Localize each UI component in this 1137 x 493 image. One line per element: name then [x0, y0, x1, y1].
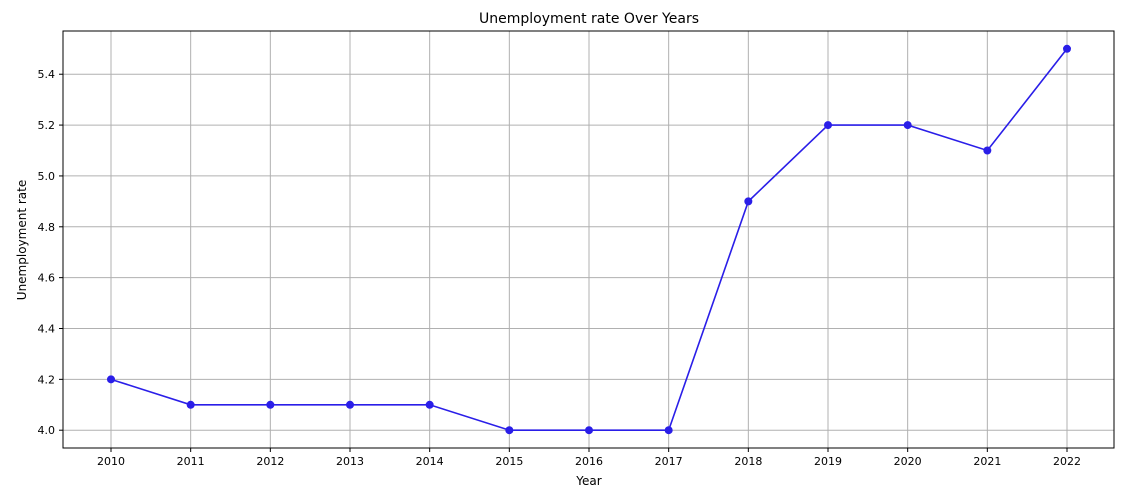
axis-ticks: 2010 2011 2012 2013 2014 2015 2016 2017 2018 2019… [38, 68, 1082, 468]
y-tick-label: 5.2 [38, 119, 56, 132]
y-tick-label: 4.8 [38, 221, 56, 234]
x-tick-label: 2014 [416, 455, 444, 468]
data-point-marker [346, 400, 354, 409]
series-layer [107, 44, 1071, 435]
chart-title: Unemployment rate Over Years [479, 11, 699, 27]
data-point-marker [107, 375, 115, 384]
x-tick-label: 2010 [97, 455, 125, 468]
x-tick-label: 2021 [973, 455, 1001, 468]
x-tick-label: 2011 [177, 455, 205, 468]
data-point-marker [186, 400, 195, 409]
x-tick-label: 2013 [336, 455, 364, 468]
data-point-marker [744, 197, 753, 206]
data-point-marker [1063, 44, 1071, 53]
data-point-marker [505, 426, 514, 435]
data-point-marker [903, 121, 912, 130]
x-tick-label: 2016 [575, 455, 603, 468]
data-point-marker [585, 426, 593, 435]
y-tick-label: 4.0 [38, 424, 56, 437]
y-tick-label: 5.4 [38, 68, 56, 81]
x-tick-label: 2018 [734, 455, 762, 468]
y-tick-label: 4.6 [38, 272, 56, 285]
x-tick-label: 2017 [655, 455, 683, 468]
x-axis-label: Year [575, 474, 601, 488]
data-point-marker [425, 400, 434, 409]
data-point-marker [664, 426, 673, 435]
x-tick-label: 2019 [814, 455, 842, 468]
data-point-marker [824, 121, 832, 130]
y-tick-label: 4.4 [38, 322, 56, 335]
x-tick-label: 2015 [495, 455, 523, 468]
data-point-marker [983, 146, 992, 155]
y-axis-label: Unemployment rate [15, 180, 29, 300]
y-tick-label: 5.0 [38, 170, 56, 183]
y-tick-label: 4.2 [38, 373, 56, 386]
x-tick-label: 2020 [894, 455, 922, 468]
data-point-marker [266, 400, 275, 409]
x-tick-label: 2012 [256, 455, 284, 468]
grid-lines [63, 31, 1114, 448]
x-tick-label: 2022 [1053, 455, 1081, 468]
